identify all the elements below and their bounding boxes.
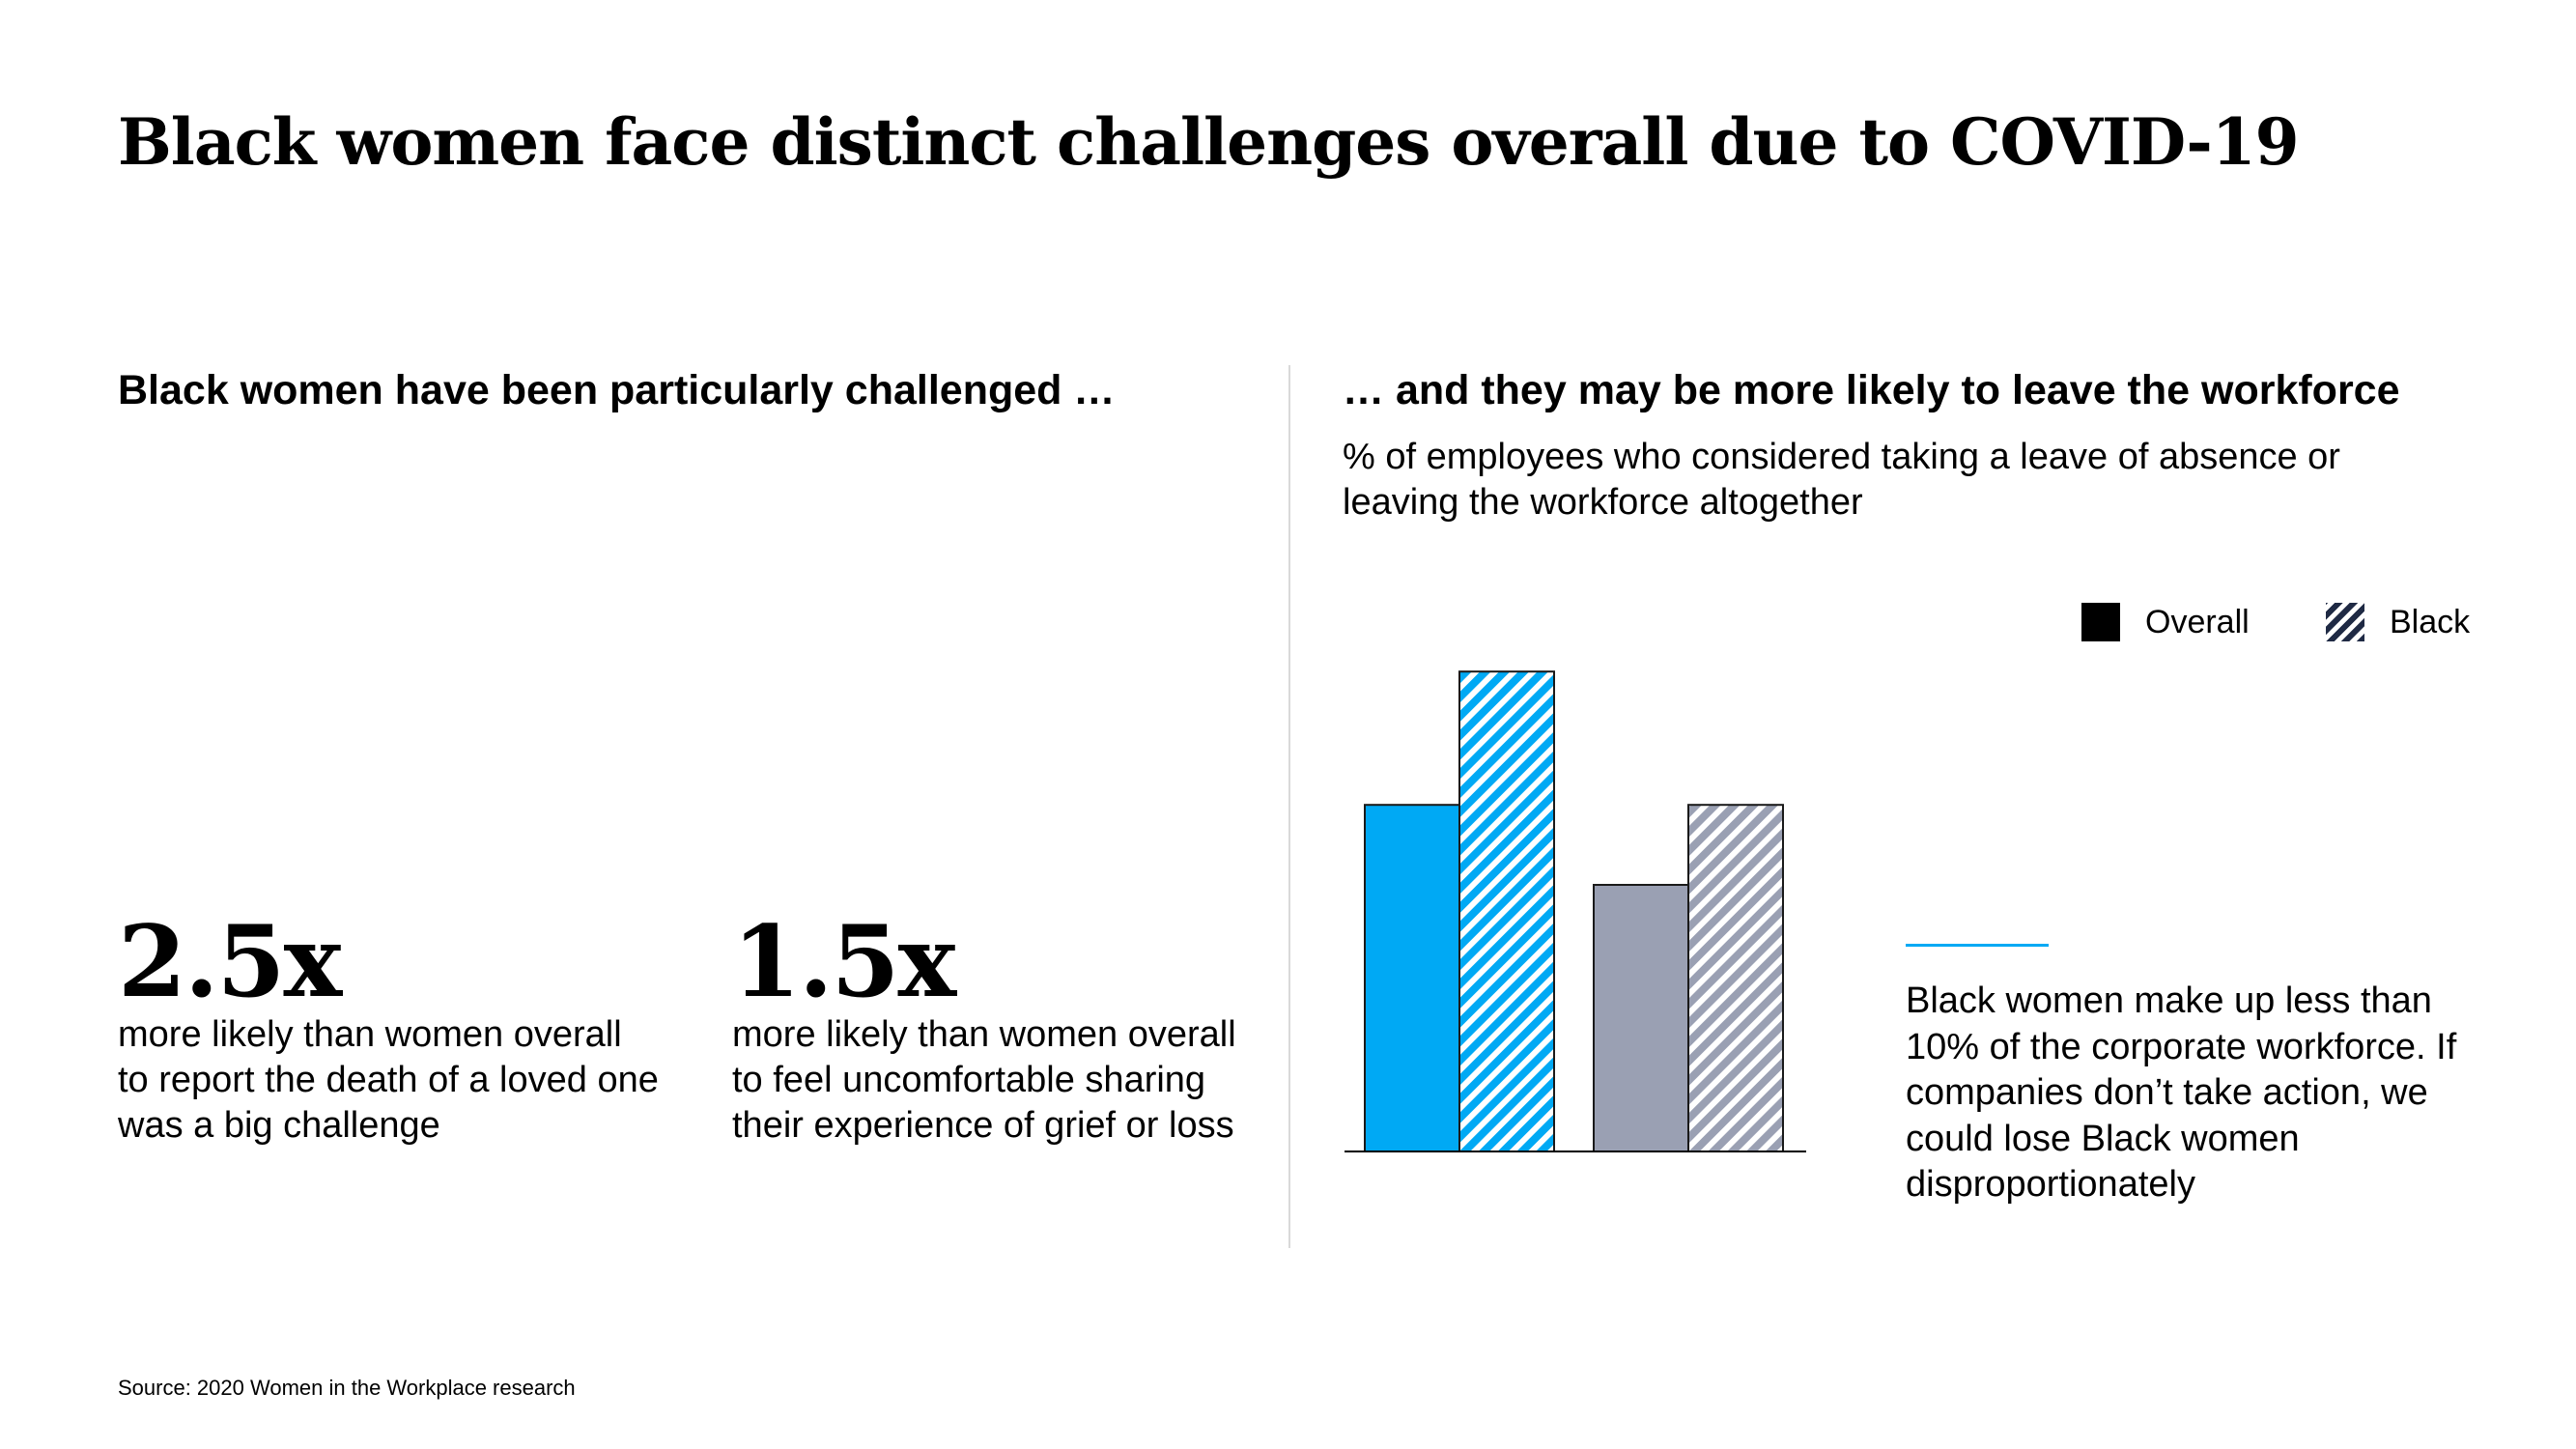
left-section-heading: Black women have been particularly chall… (118, 367, 1116, 413)
legend-item-black: Black (2326, 602, 2470, 642)
page-title: Black women face distinct challenges ove… (118, 104, 2300, 180)
bar-overall-group-2 (1593, 884, 1689, 1152)
right-section-heading: … and they may be more likely to leave t… (1343, 367, 2400, 413)
bar-chart (1345, 670, 1806, 1152)
legend-label: Overall (2145, 603, 2250, 640)
section-divider (1288, 365, 1290, 1248)
bar-overall-group-1 (1364, 804, 1460, 1152)
callout-text: Black women make up less than 10% of the… (1906, 980, 2457, 1205)
stat-block-grief-sharing: 1.5x more likely than women overall to f… (732, 908, 1273, 1149)
stat-description: more likely than women overall to report… (118, 1014, 659, 1146)
legend-item-overall: Overall (2081, 602, 2250, 642)
legend-swatch-hatched-icon (2326, 603, 2364, 641)
bar-black-group-2 (1687, 804, 1784, 1152)
chart-subtitle: % of employees who considered taking a l… (1343, 437, 2340, 523)
stat-value: 2.5x (118, 904, 342, 1020)
stat-block-death-of-loved-one: 2.5x more likely than women overall to r… (118, 908, 659, 1149)
legend-swatch-solid-icon (2081, 603, 2120, 641)
stat-description: more likely than women overall to feel u… (732, 1014, 1236, 1146)
legend-label: Black (2390, 603, 2471, 640)
bar-black-group-1 (1458, 670, 1555, 1152)
stat-value: 1.5x (732, 904, 956, 1020)
source-note: Source: 2020 Women in the Workplace rese… (118, 1376, 576, 1400)
callout-accent-rule (1906, 944, 2049, 947)
